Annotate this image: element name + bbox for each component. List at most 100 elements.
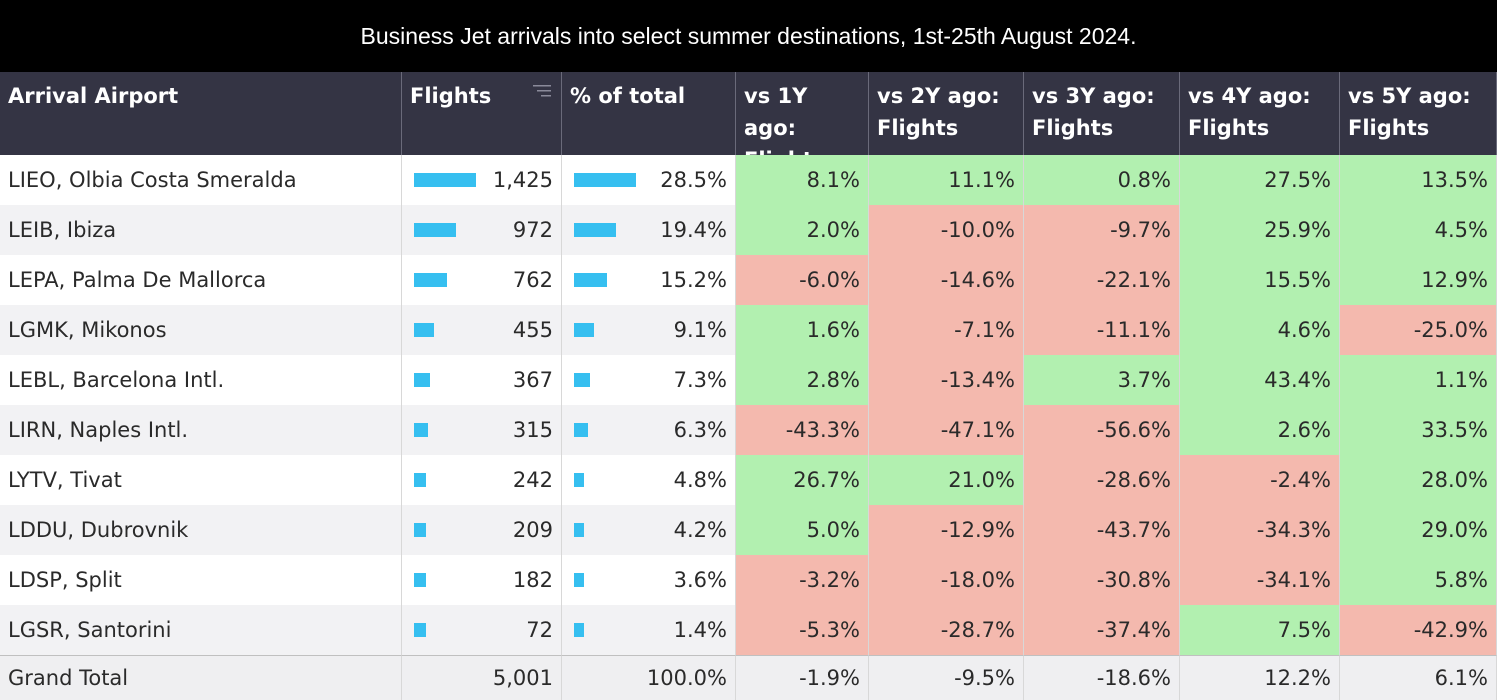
header-vs-3y[interactable]: vs 3Y ago: Flights [1024, 72, 1180, 155]
header-vs-1y[interactable]: vs 1Y ago: Flights [736, 72, 869, 172]
flights-bar [414, 373, 430, 387]
cell-value: 6.3% [673, 418, 727, 442]
flights-cell: 972 [402, 205, 562, 255]
flights-cell: 242 [402, 455, 562, 505]
airport-cell[interactable]: LIRN, Naples Intl. [0, 405, 402, 455]
cell-value: 12.2% [1264, 666, 1331, 690]
pct-total-bar [574, 523, 584, 537]
header-label: Flights [410, 84, 492, 108]
delta-cell-y3: -37.4% [1024, 605, 1180, 655]
airport-cell[interactable]: LGSR, Santorini [0, 605, 402, 655]
delta-cell-y3: -30.8% [1024, 555, 1180, 605]
delta-cell-y4: -2.4% [1180, 455, 1340, 505]
cell-value: 7.5% [1277, 618, 1331, 642]
cell-value: 4.5% [1434, 218, 1488, 242]
delta-cell-y3: 3.7% [1024, 355, 1180, 405]
flights-bar [414, 273, 447, 287]
cell-value: LEPA, Palma De Mallorca [8, 268, 267, 292]
cell-value: Grand Total [8, 666, 129, 690]
cell-value: 2.6% [1277, 418, 1331, 442]
cell-value: 15.2% [660, 268, 727, 292]
pct-total-bar [574, 223, 616, 237]
delta-cell-y5: 4.5% [1340, 205, 1497, 255]
airport-cell[interactable]: LDDU, Dubrovnik [0, 505, 402, 555]
airport-cell[interactable]: LEIB, Ibiza [0, 205, 402, 255]
airport-cell[interactable]: LEBL, Barcelona Intl. [0, 355, 402, 405]
pct-total-bar [574, 423, 588, 437]
cell-value: 0.8% [1117, 168, 1171, 192]
delta-cell-y5: -25.0% [1340, 305, 1497, 355]
delta-cell-y4: 15.5% [1180, 255, 1340, 305]
flights-bar [414, 573, 426, 587]
delta-cell-y3: 0.8% [1024, 155, 1180, 205]
header-label: % of total [570, 84, 686, 108]
delta-cell-y3: -22.1% [1024, 255, 1180, 305]
flights-cell: 455 [402, 305, 562, 355]
flights-bar [414, 173, 476, 187]
cell-value: 6.1% [1434, 666, 1488, 690]
grand-total-pct: 100.0% [562, 655, 736, 700]
delta-cell-y5: 13.5% [1340, 155, 1497, 205]
header-flights[interactable]: Flights [402, 72, 562, 155]
sort-icon[interactable] [533, 84, 551, 98]
airport-cell[interactable]: LYTV, Tivat [0, 455, 402, 505]
cell-value: -28.7% [940, 618, 1015, 642]
delta-cell-y5: 1.1% [1340, 355, 1497, 405]
pct-total-bar [574, 573, 584, 587]
cell-value: 12.9% [1421, 268, 1488, 292]
cell-value: -3.2% [799, 568, 860, 592]
delta-cell-y1: 26.7% [736, 455, 869, 505]
cell-value: -1.9% [799, 666, 860, 690]
cell-value: LEBL, Barcelona Intl. [8, 368, 225, 392]
delta-cell-y1: -43.3% [736, 405, 869, 455]
delta-cell-y1: 2.0% [736, 205, 869, 255]
cell-value: 242 [512, 468, 553, 492]
flights-bar [414, 223, 456, 237]
cell-value: LDDU, Dubrovnik [8, 518, 189, 542]
airport-cell[interactable]: LIEO, Olbia Costa Smeralda [0, 155, 402, 205]
delta-cell-y4: -34.3% [1180, 505, 1340, 555]
cell-value: 5,001 [492, 666, 553, 690]
airport-cell[interactable]: LEPA, Palma De Mallorca [0, 255, 402, 305]
pct-total-bar [574, 273, 607, 287]
header-vs-4y[interactable]: vs 4Y ago: Flights [1180, 72, 1340, 155]
cell-value: 29.0% [1421, 518, 1488, 542]
pct-total-bar [574, 373, 590, 387]
delta-cell-y3: -43.7% [1024, 505, 1180, 555]
header-vs-5y[interactable]: vs 5Y ago: Flights [1340, 72, 1497, 155]
cell-value: -5.3% [799, 618, 860, 642]
cell-value: -7.1% [954, 318, 1015, 342]
flights-bar [414, 473, 426, 487]
delta-cell-y2: -10.0% [869, 205, 1024, 255]
delta-cell-y4: 7.5% [1180, 605, 1340, 655]
cell-value: -18.0% [940, 568, 1015, 592]
pct-total-bar [574, 323, 594, 337]
pct-total-cell: 15.2% [562, 255, 736, 305]
delta-cell-y2: -18.0% [869, 555, 1024, 605]
cell-value: 4.8% [673, 468, 727, 492]
header-arrival-airport[interactable]: Arrival Airport [0, 72, 402, 155]
airport-cell[interactable]: LGMK, Mikonos [0, 305, 402, 355]
delta-cell-y1: -5.3% [736, 605, 869, 655]
cell-value: -10.0% [940, 218, 1015, 242]
header-label: Arrival Airport [8, 84, 179, 108]
pct-total-cell: 7.3% [562, 355, 736, 405]
delta-cell-y1: 1.6% [736, 305, 869, 355]
delta-cell-y3: -56.6% [1024, 405, 1180, 455]
cell-value: 72 [526, 618, 553, 642]
cell-value: -11.1% [1096, 318, 1171, 342]
flights-bar [414, 323, 434, 337]
cell-value: -30.8% [1096, 568, 1171, 592]
delta-cell-y4: 25.9% [1180, 205, 1340, 255]
airport-cell[interactable]: LDSP, Split [0, 555, 402, 605]
delta-cell-y1: 8.1% [736, 155, 869, 205]
flights-cell: 367 [402, 355, 562, 405]
header-vs-2y[interactable]: vs 2Y ago: Flights [869, 72, 1024, 155]
cell-value: -6.0% [799, 268, 860, 292]
cell-value: LIRN, Naples Intl. [8, 418, 189, 442]
grand-total-flights: 5,001 [402, 655, 562, 700]
cell-value: -43.7% [1096, 518, 1171, 542]
cell-value: LGMK, Mikonos [8, 318, 167, 342]
pct-total-cell: 6.3% [562, 405, 736, 455]
header-pct-total[interactable]: % of total [562, 72, 736, 155]
